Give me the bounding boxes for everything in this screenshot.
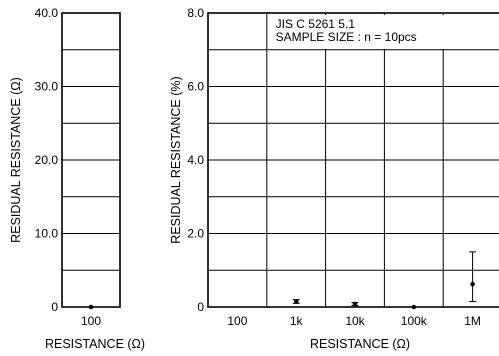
y-axis-label: RESIDUAL RESISTANCE (Ω) xyxy=(9,77,23,243)
y-tick-label: 8.0 xyxy=(187,6,204,20)
y-tick-label: 40.0 xyxy=(35,6,59,20)
x-axis-label: RESISTANCE (Ω) xyxy=(45,337,145,351)
left-chart: 0 10.0 20.0 30.0 40.0 100 RESISTANCE (Ω) RESIDU… xyxy=(9,6,145,351)
y-tick-label: 10.0 xyxy=(35,227,59,241)
right-chart: 0 2.0 4.0 6.0 8.0 100 1k 10k 100k 1M RESISTANCE (Ω… xyxy=(169,6,499,351)
plot-frame xyxy=(207,12,499,308)
annotation-background xyxy=(269,15,486,49)
data-point xyxy=(88,304,94,310)
data-point xyxy=(293,299,299,304)
y-tick-label: 2.0 xyxy=(187,227,204,241)
y-tick-label: 20.0 xyxy=(35,153,59,167)
data-point xyxy=(470,281,475,287)
y-tick-label: 4.0 xyxy=(187,153,204,167)
x-tick-label: 100 xyxy=(227,314,247,328)
annotation-text: SAMPLE SIZE : n = 10pcs xyxy=(276,30,417,44)
annotation-text: JIS C 5261 5.1 xyxy=(276,17,356,31)
x-tick-label: 1k xyxy=(290,314,304,328)
x-tick-label: 1M xyxy=(464,314,481,328)
y-tick-label: 0 xyxy=(197,300,204,314)
y-tick-label: 0 xyxy=(51,300,58,314)
x-tick-label: 100 xyxy=(81,314,101,328)
data-point xyxy=(411,304,417,310)
y-tick-label: 30.0 xyxy=(35,80,59,94)
x-tick-label: 10k xyxy=(345,314,365,328)
y-tick-label: 6.0 xyxy=(187,80,204,94)
x-tick-label: 100k xyxy=(401,314,428,328)
x-axis-label: RESISTANCE (Ω) xyxy=(310,337,410,351)
y-axis-label: RESIDUAL RESISTANCE (%) xyxy=(169,76,183,243)
data-point xyxy=(352,301,358,307)
